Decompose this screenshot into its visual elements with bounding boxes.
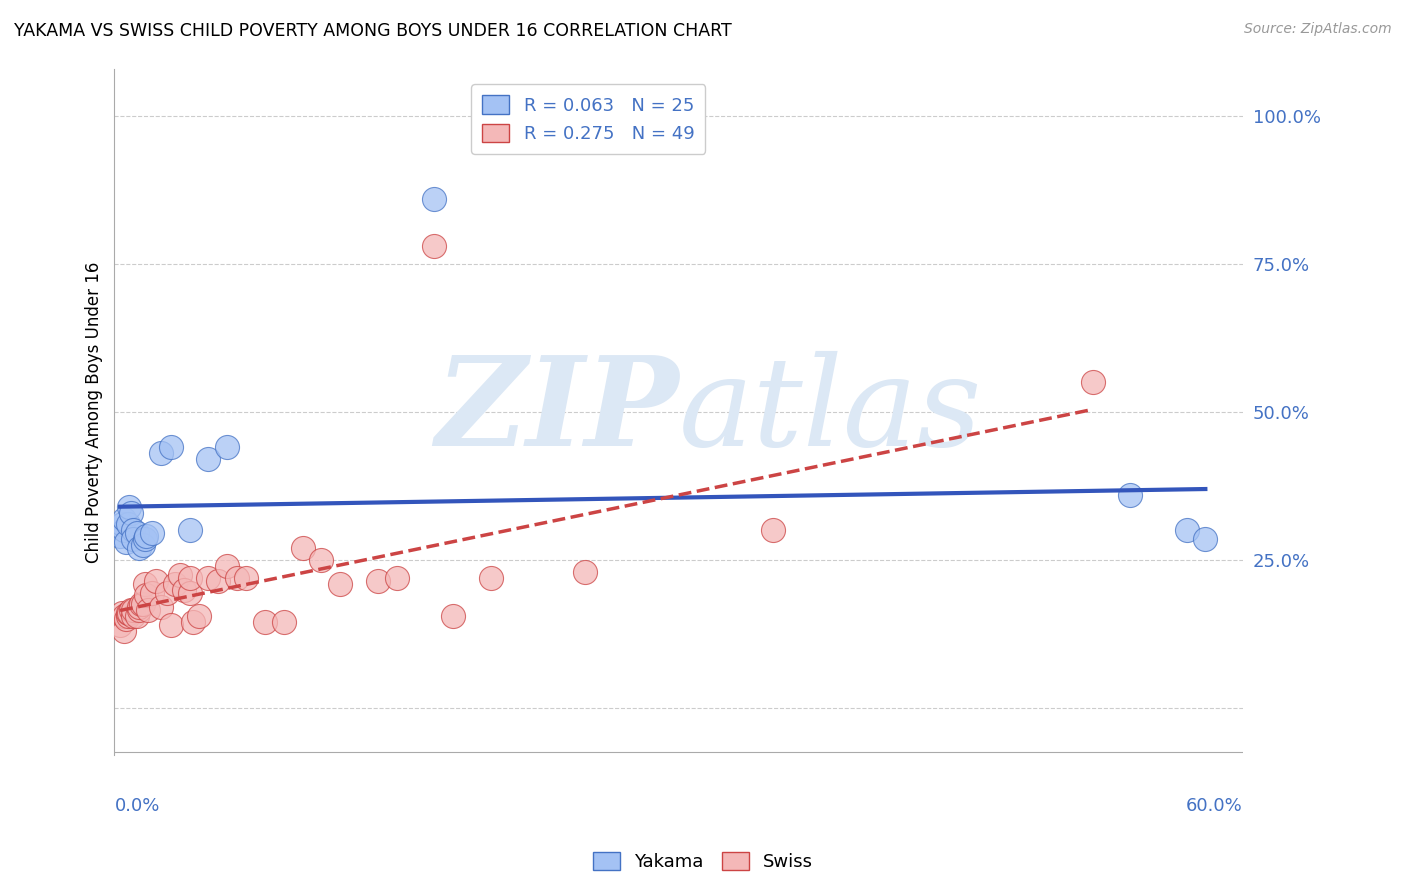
Point xyxy=(179,571,201,585)
Point xyxy=(253,615,276,629)
Point xyxy=(1119,488,1142,502)
Point xyxy=(141,585,163,599)
Point xyxy=(122,603,145,617)
Point xyxy=(273,615,295,629)
Point xyxy=(160,618,183,632)
Point xyxy=(574,565,596,579)
Point xyxy=(479,571,502,585)
Point xyxy=(122,609,145,624)
Point xyxy=(1081,376,1104,390)
Point xyxy=(169,567,191,582)
Point xyxy=(311,553,333,567)
Point xyxy=(156,585,179,599)
Text: YAKAMA VS SWISS CHILD POVERTY AMONG BOYS UNDER 16 CORRELATION CHART: YAKAMA VS SWISS CHILD POVERTY AMONG BOYS… xyxy=(14,22,731,40)
Point xyxy=(197,452,219,467)
Point xyxy=(135,589,157,603)
Point xyxy=(128,600,150,615)
Point xyxy=(163,576,186,591)
Point xyxy=(117,517,139,532)
Point xyxy=(135,529,157,543)
Point xyxy=(108,529,131,543)
Text: 60.0%: 60.0% xyxy=(1187,797,1243,814)
Point xyxy=(112,609,135,624)
Point xyxy=(131,598,153,612)
Point xyxy=(112,624,135,638)
Point xyxy=(122,524,145,538)
Point xyxy=(160,441,183,455)
Point xyxy=(120,506,142,520)
Point xyxy=(134,533,156,547)
Point xyxy=(125,526,148,541)
Point xyxy=(329,576,352,591)
Point xyxy=(762,524,785,538)
Point xyxy=(217,441,239,455)
Point xyxy=(179,524,201,538)
Point xyxy=(145,574,167,588)
Point xyxy=(367,574,389,588)
Point xyxy=(173,582,195,597)
Point xyxy=(150,446,173,460)
Text: ZIP: ZIP xyxy=(434,351,679,473)
Point xyxy=(117,609,139,624)
Point xyxy=(217,558,239,573)
Legend: Yakama, Swiss: Yakama, Swiss xyxy=(585,845,821,879)
Point xyxy=(385,571,408,585)
Point xyxy=(441,609,464,624)
Legend: R = 0.063   N = 25, R = 0.275   N = 49: R = 0.063 N = 25, R = 0.275 N = 49 xyxy=(471,85,706,153)
Point xyxy=(117,606,139,620)
Point xyxy=(207,574,229,588)
Point xyxy=(112,524,135,538)
Text: 0.0%: 0.0% xyxy=(114,797,160,814)
Point xyxy=(108,618,131,632)
Point xyxy=(118,606,141,620)
Point xyxy=(141,526,163,541)
Point xyxy=(1175,524,1198,538)
Point xyxy=(122,533,145,547)
Point xyxy=(235,571,257,585)
Point xyxy=(188,609,211,624)
Point xyxy=(118,500,141,514)
Point xyxy=(128,541,150,555)
Point xyxy=(1194,533,1216,547)
Point xyxy=(423,239,446,253)
Text: Source: ZipAtlas.com: Source: ZipAtlas.com xyxy=(1244,22,1392,37)
Point xyxy=(112,511,135,525)
Point xyxy=(423,192,446,206)
Point xyxy=(225,571,247,585)
Point xyxy=(128,603,150,617)
Point xyxy=(183,615,205,629)
Point xyxy=(111,606,134,620)
Point xyxy=(125,609,148,624)
Text: atlas: atlas xyxy=(679,351,981,473)
Point xyxy=(179,585,201,599)
Point xyxy=(114,535,136,549)
Y-axis label: Child Poverty Among Boys Under 16: Child Poverty Among Boys Under 16 xyxy=(86,261,103,563)
Point xyxy=(111,517,134,532)
Point xyxy=(136,603,159,617)
Point xyxy=(197,571,219,585)
Point xyxy=(120,603,142,617)
Point xyxy=(131,538,153,552)
Point xyxy=(114,612,136,626)
Point xyxy=(134,576,156,591)
Point xyxy=(129,598,152,612)
Point xyxy=(150,600,173,615)
Point xyxy=(291,541,314,555)
